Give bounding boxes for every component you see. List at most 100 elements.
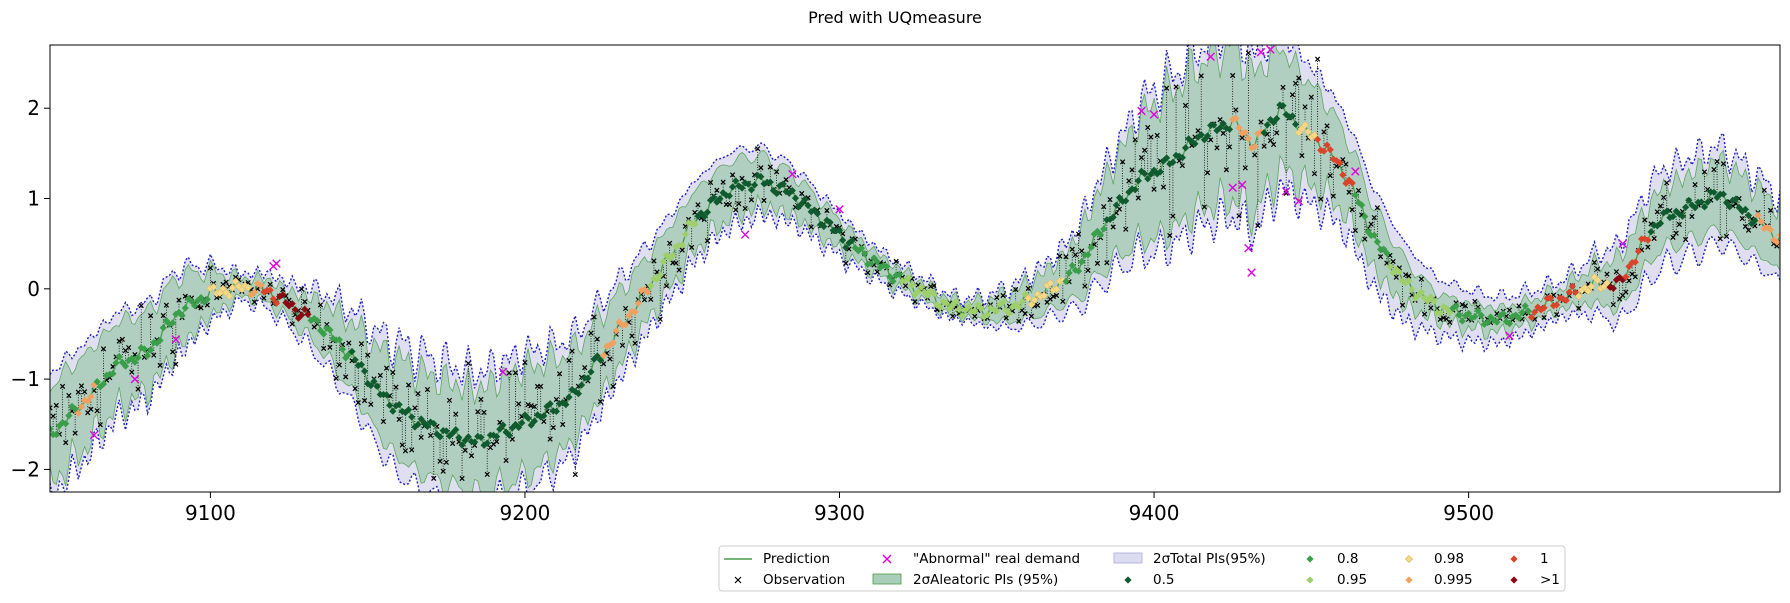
quantile-marker: [1276, 101, 1284, 109]
quantile-marker: [725, 192, 734, 200]
observation-mark-b: [1075, 231, 1082, 237]
quantile-marker: [1181, 144, 1190, 152]
legend-prediction-label: Prediction: [763, 551, 830, 567]
observation-point: [1164, 85, 1170, 91]
observation-point: [75, 389, 81, 395]
observation-point: [1028, 313, 1035, 319]
observation-mark-b: [843, 260, 849, 266]
quantile-marker: [401, 408, 410, 417]
observation-mark-b: [314, 321, 320, 327]
quantile-marker: [125, 356, 133, 364]
observation-point: [377, 372, 383, 379]
observation-mark-b: [1705, 186, 1711, 193]
observation-mark-b: [663, 283, 670, 289]
observation-point: [1141, 147, 1148, 153]
abnormal-point: [130, 374, 140, 384]
quantile-marker: [952, 297, 960, 306]
observation-point: [1230, 72, 1236, 79]
quantile-marker: [1134, 177, 1142, 185]
observation-point: [66, 392, 72, 399]
observation-mark-b: [365, 352, 371, 358]
observation-mark-b: [1230, 72, 1236, 79]
quantile-marker: [1669, 212, 1677, 221]
quantile-marker: [732, 177, 740, 185]
observation-point: [1516, 303, 1522, 309]
observation-mark-b: [1720, 161, 1727, 167]
quantile-marker: [1405, 277, 1413, 285]
observation-mark-b: [50, 413, 56, 419]
quantile-marker: [1430, 297, 1438, 305]
abnormal-point: [1137, 106, 1146, 116]
observation-mark-b: [1204, 170, 1211, 176]
quantile-marker: [1200, 136, 1208, 144]
quantile-marker: [1660, 209, 1668, 217]
observation-mark-b: [1145, 124, 1151, 131]
observation-mark-b: [1267, 137, 1274, 144]
quantile-marker: [1323, 141, 1331, 149]
observation-point: [1406, 273, 1412, 279]
observation-point: [1311, 171, 1318, 177]
quantile-marker: [1395, 268, 1403, 276]
observation-mark-b: [1186, 32, 1190, 36]
observation-mark-b: [538, 383, 544, 389]
axes: 9100 9200 9300 9400 9500 2 1 0 −1 −2: [11, 96, 1495, 525]
quantile-marker: [298, 311, 306, 319]
observation-mark-b: [437, 458, 443, 464]
y-tick-label: −2: [11, 457, 40, 481]
observation-point: [1132, 137, 1138, 143]
quantile-marker: [52, 430, 60, 439]
quantile-marker: [861, 250, 869, 258]
observation-point: [1374, 205, 1381, 211]
observation-mark-b: [494, 439, 500, 445]
quantile-marker: [1471, 313, 1479, 321]
observation-point: [1239, 135, 1245, 141]
quantile-marker: [574, 390, 583, 398]
observation-point: [758, 165, 764, 171]
quantile-marker: [1678, 212, 1687, 220]
quantile-marker: [414, 420, 422, 429]
quantile-marker: [911, 290, 919, 299]
observation-point: [1101, 204, 1107, 210]
observation-mark-b: [343, 374, 349, 380]
observation-point: [116, 338, 122, 344]
quantile-marker: [1018, 298, 1026, 306]
observation-point: [251, 299, 258, 305]
quantile-marker: [1748, 220, 1756, 228]
observation-mark-b: [560, 421, 566, 428]
observation-mark-b: [679, 247, 685, 253]
observation-mark-b: [440, 468, 446, 474]
observation-point: [902, 283, 909, 289]
observation-mark-b: [1170, 213, 1176, 219]
observation-point: [1053, 292, 1060, 299]
abnormal-mark-b: [1244, 243, 1253, 253]
observation-point: [1720, 161, 1727, 167]
observation-mark-b: [1447, 319, 1453, 326]
observation-mark-b: [138, 302, 144, 309]
observation-mark-b: [1123, 226, 1129, 232]
observation-mark-b: [295, 307, 302, 314]
observation-mark-b: [198, 305, 204, 311]
quantile-marker: [449, 429, 457, 437]
quantile-marker: [1619, 276, 1627, 284]
quantile-marker: [980, 313, 988, 321]
observation-point: [81, 389, 88, 395]
observation-point: [1692, 182, 1698, 188]
observation-mark-b: [773, 169, 780, 175]
observation-mark-b: [1623, 289, 1629, 295]
observation-point: [207, 265, 214, 271]
quantile-marker: [140, 345, 148, 353]
observation-mark-b: [1664, 180, 1670, 186]
quantile-marker: [351, 356, 359, 364]
quantile-marker: [313, 316, 321, 325]
observation-point: [1154, 132, 1160, 138]
observation-point: [1201, 204, 1208, 210]
quantile-marker: [1260, 129, 1268, 137]
observation-mark-b: [449, 440, 456, 447]
quantile-marker: [845, 239, 853, 247]
quantile-marker: [1490, 316, 1498, 324]
observation-point: [1459, 301, 1465, 308]
observation-mark-b: [893, 258, 899, 264]
observation-point: [1226, 144, 1233, 150]
quantile-marker: [571, 387, 579, 396]
observation-mark-a: [50, 407, 53, 411]
